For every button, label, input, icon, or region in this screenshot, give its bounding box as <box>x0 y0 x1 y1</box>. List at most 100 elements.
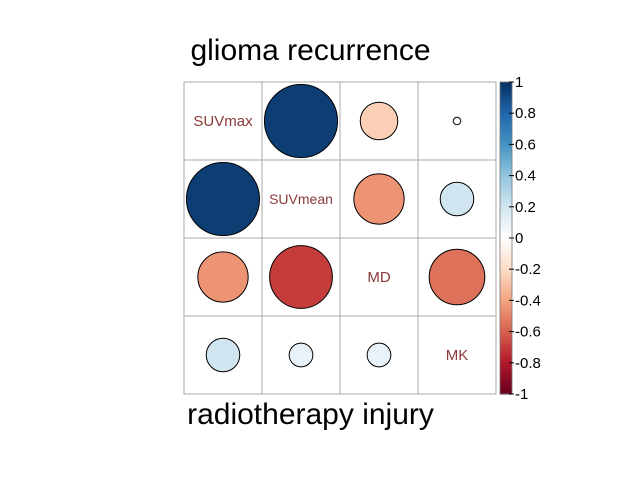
colorbar-segment <box>500 105 512 108</box>
colorbar-segment <box>500 317 512 320</box>
colorbar-segment <box>500 191 512 194</box>
colorbar-segment <box>500 155 512 158</box>
colorbar-segment <box>500 153 512 156</box>
colorbar-segment <box>500 340 512 344</box>
colorbar-segment <box>500 145 512 149</box>
colorbar-segment <box>500 231 512 234</box>
colorbar-segment <box>500 359 512 362</box>
colorbar-segment <box>500 283 512 286</box>
colorbar-segment <box>500 206 512 209</box>
colorbar-segment <box>500 138 512 141</box>
colorbar-segment <box>500 312 512 316</box>
correlation-circle <box>205 337 241 373</box>
colorbar-segment <box>500 284 512 287</box>
colorbar-segment <box>500 333 512 336</box>
colorbar-segment <box>500 160 512 163</box>
colorbar-segment <box>500 202 512 205</box>
colorbar-segment <box>500 163 512 166</box>
colorbar-segment <box>500 286 512 289</box>
colorbar-segment <box>500 342 512 345</box>
colorbar-segment <box>500 311 512 314</box>
colorbar-segment <box>500 82 512 85</box>
colorbar-segment <box>500 139 512 142</box>
colorbar-segment <box>500 361 512 364</box>
colorbar-segment <box>500 195 512 199</box>
colorbar-segment <box>500 339 512 342</box>
colorbar-segment <box>500 294 512 297</box>
colorbar-segment <box>500 99 512 102</box>
colorbar-segment <box>500 125 512 128</box>
colorbar-segment <box>500 350 512 353</box>
colorbar-segment <box>500 261 512 264</box>
colorbar-segment <box>500 197 512 200</box>
colorbar-segment <box>500 156 512 160</box>
colorbar-segment <box>500 121 512 124</box>
colorbar-segment <box>500 211 512 214</box>
colorbar-segment <box>500 208 512 211</box>
colorbar-tick-label: -0.8 <box>515 355 541 372</box>
colorbar-segment <box>500 106 512 110</box>
colorbar-segment <box>500 331 512 334</box>
colorbar-segment <box>500 181 512 184</box>
matrix-cell <box>417 315 497 395</box>
colorbar-segment <box>500 353 512 356</box>
colorbar-segment <box>500 369 512 372</box>
colorbar-segment <box>500 362 512 365</box>
colorbar-segment <box>500 178 512 181</box>
colorbar-segment <box>500 298 512 301</box>
colorbar-segment <box>500 303 512 306</box>
colorbar-segment <box>500 259 512 262</box>
colorbar-segment <box>500 248 512 252</box>
colorbar-segment <box>500 242 512 245</box>
colorbar-segment <box>500 316 512 319</box>
colorbar-segment <box>500 384 512 387</box>
colorbar-segment <box>500 255 512 258</box>
colorbar-segment <box>500 166 512 169</box>
colorbar-segment <box>500 170 512 174</box>
colorbar-segment <box>500 91 512 94</box>
colorbar-segment <box>500 225 512 228</box>
colorbar-segment <box>500 222 512 225</box>
colorbar-segment <box>500 141 512 144</box>
colorbar-tick-label: -0.4 <box>515 292 541 309</box>
colorbar-segment <box>500 203 512 206</box>
colorbar-segment <box>500 262 512 266</box>
colorbar-segment <box>500 216 512 219</box>
colorbar-tick-label: 1 <box>515 74 523 91</box>
colorbar-segment <box>500 92 512 96</box>
colorbar-segment <box>500 325 512 328</box>
chart-title: glioma recurrence <box>190 34 431 67</box>
colorbar-segment <box>500 278 512 281</box>
colorbar-segment <box>500 381 512 384</box>
colorbar-segment <box>500 238 512 241</box>
correlation-circle <box>366 342 392 368</box>
colorbar-segment <box>500 108 512 111</box>
colorbar-segment <box>500 100 512 103</box>
colorbar-segment <box>500 183 512 186</box>
colorbar-segment <box>500 383 512 386</box>
colorbar-segment <box>500 330 512 333</box>
colorbar-segment <box>500 269 512 272</box>
colorbar-segment <box>500 186 512 189</box>
colorbar-segment <box>500 83 512 86</box>
colorbar-segment <box>500 378 512 381</box>
colorbar-tick-label: 0.6 <box>515 136 536 153</box>
colorbar-segment <box>500 344 512 347</box>
colorbar-segment <box>500 177 512 180</box>
colorbar-segment <box>500 372 512 375</box>
colorbar-segment <box>500 169 512 172</box>
correlation-circle <box>197 251 249 303</box>
colorbar-segment <box>500 172 512 175</box>
colorbar-segment <box>500 358 512 361</box>
colorbar-segment <box>500 167 512 170</box>
variable-label: MK <box>446 347 469 364</box>
correlation-circle <box>439 181 475 217</box>
colorbar-segment <box>500 103 512 106</box>
colorbar-tick-label: 0.4 <box>515 168 536 185</box>
colorbar-segment <box>500 175 512 178</box>
colorbar-segment <box>500 301 512 305</box>
colorbar-segment <box>500 135 512 138</box>
colorbar-segment <box>500 194 512 197</box>
correlation-circle <box>359 101 399 141</box>
colorbar-segment <box>500 205 512 208</box>
